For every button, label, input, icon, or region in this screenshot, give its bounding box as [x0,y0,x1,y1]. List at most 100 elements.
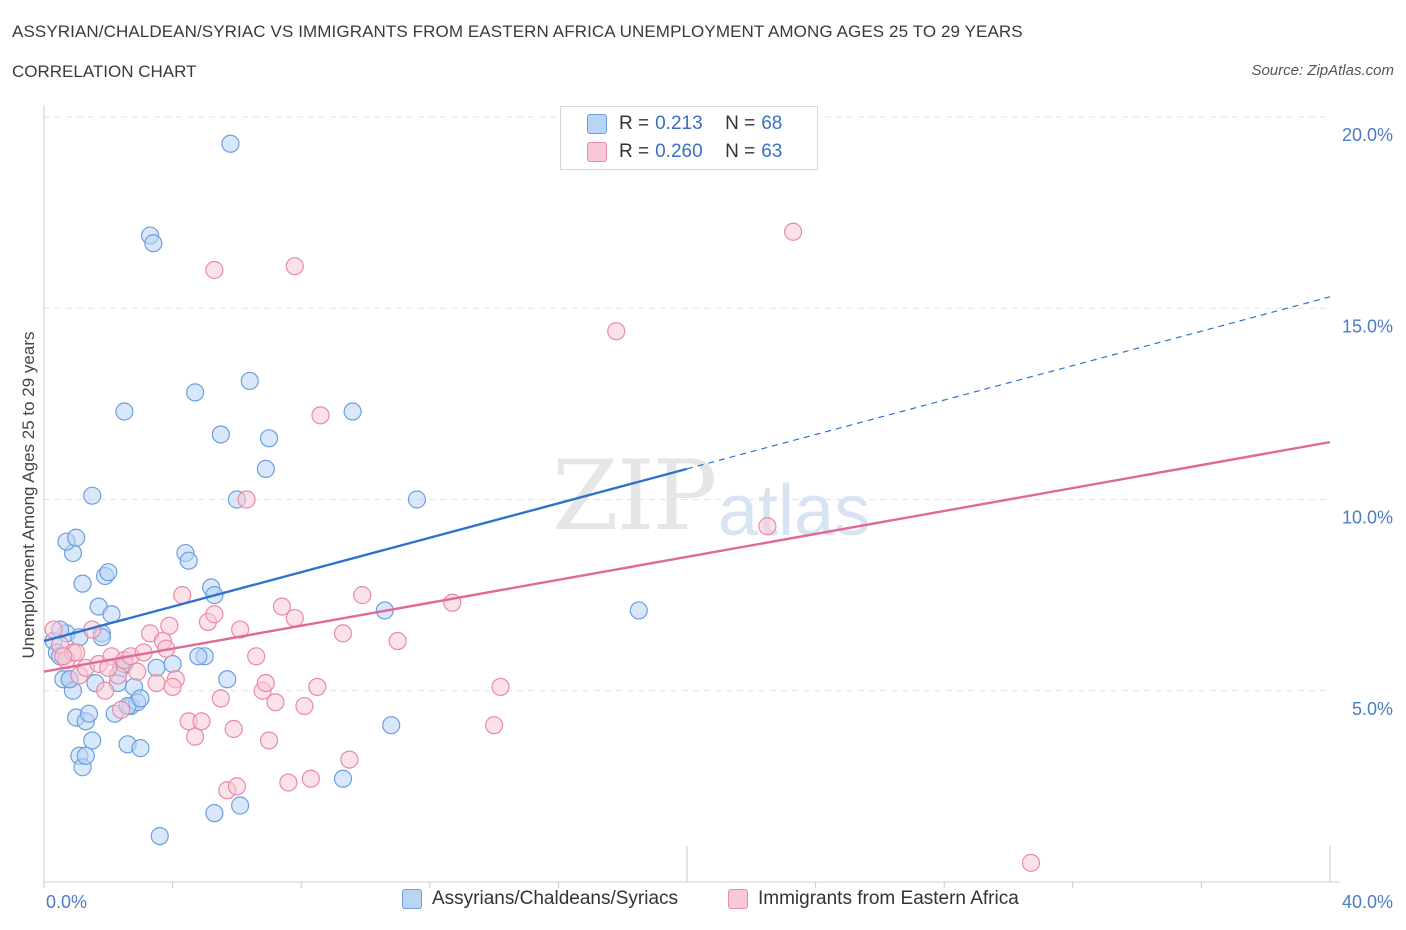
bottom-legend: Assyrians/Chaldeans/Syriacs Immigrants f… [0,888,1406,916]
assyrians-point-39 [211,425,230,444]
eastern-africa-point-42 [333,624,353,643]
n-value-pink: 63 [761,141,783,162]
trend-line-eastern-africa [43,440,1331,673]
series-assyrians-points [44,134,648,846]
x-tick-label-min: 0.0% [46,892,87,912]
grid-lines [44,116,1330,692]
stats-legend-box: R = 0.213 N = 68 R = 0.260 N = 63 [560,106,818,170]
assyrians-point-46 [259,429,279,448]
eastern-africa-point-31 [247,647,266,666]
assyrians-point-45 [256,459,275,478]
assyrians-point-27 [131,739,150,758]
assyrians-point-58 [115,402,134,421]
assyrians-point-50 [382,716,401,735]
assyrians-point-11 [79,704,99,723]
eastern-africa-point-41 [311,406,330,425]
watermark-zip: ZIP [552,440,717,552]
assyrians-point-48 [343,402,362,421]
stats-row-pink: R = 0.260 N = 63 [587,138,782,166]
chart-subtitle: CORRELATION CHART [12,62,197,81]
assyrians-point-57 [83,486,102,505]
assyrians-point-30 [147,658,166,677]
y-tick-label-20: 20.0% [1342,125,1393,145]
eastern-africa-point-16 [147,673,166,693]
pink-swatch [587,142,607,162]
legend-swatch-pink [728,889,748,909]
x-tick-label-max: 40.0% [1342,892,1393,912]
y-axis-label: Unemployment Among Ages 25 to 29 years [19,332,38,659]
n-label: N = [725,141,756,162]
trend-line-assyrians-extension [686,296,1331,470]
assyrians-point-31 [150,826,169,846]
y-tick-label-15: 15.0% [1342,316,1393,336]
eastern-africa-point-35 [272,597,292,616]
r-label: R = [619,141,650,162]
assyrians-point-29 [144,234,163,253]
assyrians-point-43 [231,796,250,815]
assyrians-point-56 [67,528,86,547]
eastern-africa-point-36 [279,773,298,792]
assyrians-point-61 [189,647,208,666]
eastern-africa-point-22 [186,727,205,746]
assyrians-point-64 [76,746,95,765]
n-value-blue: 68 [761,113,783,134]
eastern-africa-point-28 [224,719,243,739]
eastern-africa-point-40 [308,677,327,697]
eastern-africa-point-50 [758,517,777,536]
eastern-africa-point-51 [783,222,803,241]
stats-row-blue: R = 0.213 N = 68 [587,110,782,138]
axes [43,105,1340,888]
assyrians-point-51 [407,490,427,509]
n-label: N = [725,113,756,134]
eastern-africa-point-37 [285,608,304,628]
assyrians-point-32 [163,654,182,674]
legend-item-eastern-africa[interactable]: Immigrants from Eastern Africa [728,888,1019,910]
eastern-africa-point-47 [485,716,504,735]
assyrians-point-63 [131,689,150,708]
eastern-africa-point-59 [256,673,275,693]
eastern-africa-point-20 [173,586,192,605]
source-label: Source: ZipAtlas.com [1251,62,1394,79]
eastern-africa-point-54 [285,257,304,276]
eastern-africa-point-55 [227,777,246,796]
assyrians-point-41 [221,134,240,153]
assyrians-point-52 [629,601,648,620]
eastern-africa-point-0 [44,620,63,639]
trend-line-assyrians [43,467,688,643]
r-label: R = [619,113,650,134]
eastern-africa-point-38 [295,696,314,716]
eastern-africa-point-53 [205,260,224,280]
legend-label-eastern-africa: Immigrants from Eastern Africa [758,888,1019,909]
legend-item-assyrians[interactable]: Assyrians/Chaldeans/Syriacs [402,888,678,910]
eastern-africa-point-18 [160,616,179,635]
assyrians-point-12 [83,731,102,750]
eastern-africa-point-33 [259,731,279,750]
y-tick-label-10: 10.0% [1342,508,1393,528]
eastern-africa-point-44 [353,586,372,605]
blue-swatch [587,114,607,134]
eastern-africa-point-62 [54,647,73,666]
eastern-africa-point-58 [163,677,182,697]
eastern-africa-point-8 [95,681,115,700]
eastern-africa-point-25 [205,605,224,624]
series-eastern-africa-points [44,222,1041,872]
eastern-africa-point-26 [211,689,230,708]
eastern-africa-point-52 [1021,853,1041,872]
eastern-africa-point-29 [231,620,250,639]
assyrians-point-40 [218,670,237,689]
assyrians-point-47 [333,769,353,788]
assyrians-point-44 [240,371,259,391]
eastern-africa-point-34 [266,693,285,712]
eastern-africa-point-43 [340,750,359,769]
eastern-africa-point-13 [128,662,147,681]
y-tick-label-5: 5.0% [1352,699,1393,719]
assyrians-point-53 [73,574,92,593]
legend-swatch-blue [402,889,422,909]
eastern-africa-point-39 [301,769,320,788]
tick-labels: 5.0% 10.0% 15.0% 20.0% 0.0% 40.0% [46,125,1393,912]
chart-title: ASSYRIAN/CHALDEAN/SYRIAC VS IMMIGRANTS F… [12,22,1023,41]
eastern-africa-point-61 [112,700,131,719]
eastern-africa-point-48 [491,677,510,697]
legend-label-assyrians: Assyrians/Chaldeans/Syriacs [432,888,679,909]
